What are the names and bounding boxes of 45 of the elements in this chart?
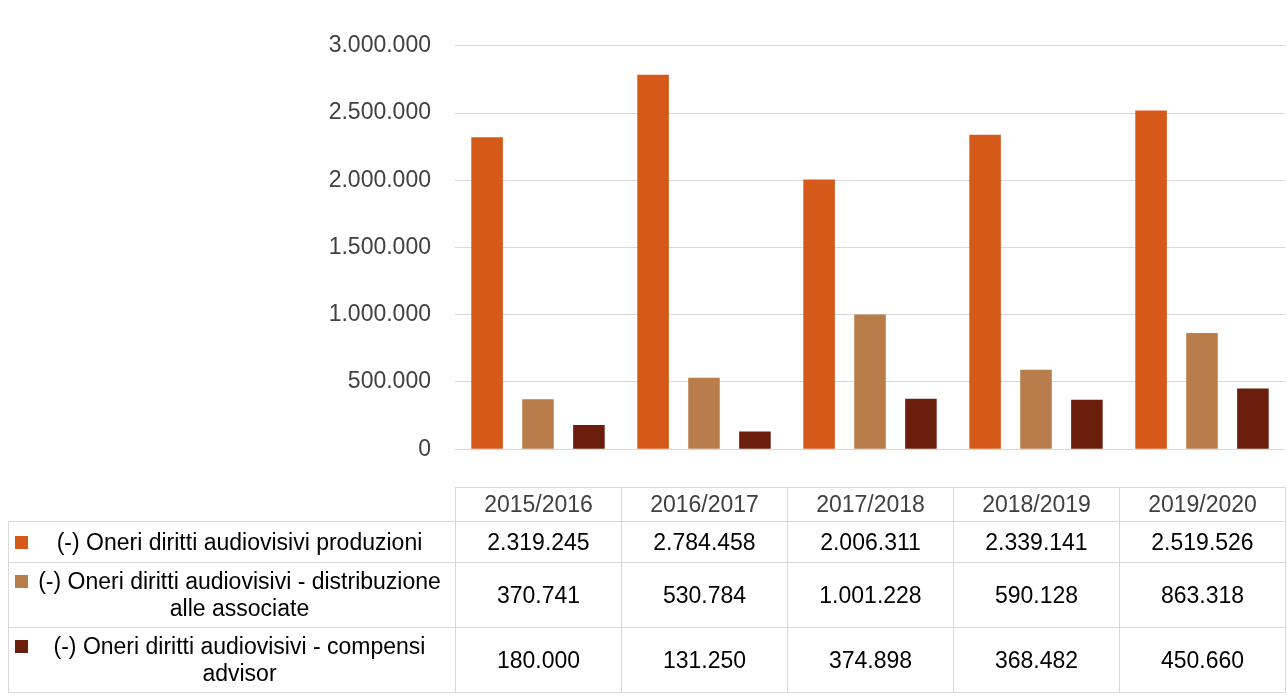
data-label: 370.741: [455, 562, 622, 628]
bar: [637, 74, 669, 449]
data-label: 131.250: [621, 627, 788, 693]
legend-label: (-) Oneri diritti audiovisivi - distribuzione alle associate: [37, 568, 442, 622]
data-label: 590.128: [953, 562, 1120, 628]
bar: [522, 399, 554, 449]
x-tick-label: 2018/2019: [953, 487, 1120, 522]
x-tick-label: 2019/2020: [1119, 487, 1286, 522]
bar: [803, 179, 835, 449]
bar: [1186, 333, 1218, 449]
bar: [969, 134, 1001, 449]
bar: [471, 137, 503, 449]
data-label: 530.784: [621, 562, 788, 628]
bar: [739, 431, 771, 449]
data-label: 368.482: [953, 627, 1120, 693]
y-tick-label: 1.500.000: [328, 232, 431, 259]
legend-label: (-) Oneri diritti audiovisivi produzioni: [55, 528, 424, 556]
data-label: 1.001.228: [787, 562, 954, 628]
data-label: 2.319.245: [455, 521, 622, 563]
data-label: 2.006.311: [787, 521, 954, 563]
x-tick-label: 2015/2016: [455, 487, 622, 522]
data-label: 2.339.141: [953, 521, 1120, 563]
bar: [688, 377, 720, 449]
x-tick-label: 2017/2018: [787, 487, 954, 522]
bar: [1237, 388, 1269, 449]
y-tick-label: 1.000.000: [328, 300, 431, 327]
bar: [1135, 110, 1167, 449]
bar: [573, 425, 605, 449]
y-tick-label: 500.000: [347, 367, 431, 394]
data-label: 2.784.458: [621, 521, 788, 563]
bar: [905, 398, 937, 449]
bar: [1071, 399, 1103, 449]
data-label: 450.660: [1119, 627, 1286, 693]
data-label: 863.318: [1119, 562, 1286, 628]
y-tick-label: 0: [418, 434, 431, 461]
y-tick-label: 2.500.000: [328, 98, 431, 125]
y-tick-label: 2.000.000: [328, 165, 431, 192]
bar: [1020, 369, 1052, 449]
bar: [854, 314, 886, 449]
data-label: 374.898: [787, 627, 954, 693]
data-label: 2.519.526: [1119, 521, 1286, 563]
x-tick-label: 2016/2017: [621, 487, 788, 522]
legend-label: (-) Oneri diritti audiovisivi - compensi advisor: [52, 633, 427, 687]
y-tick-label: 3.000.000: [328, 31, 431, 58]
data-label: 180.000: [455, 627, 622, 693]
